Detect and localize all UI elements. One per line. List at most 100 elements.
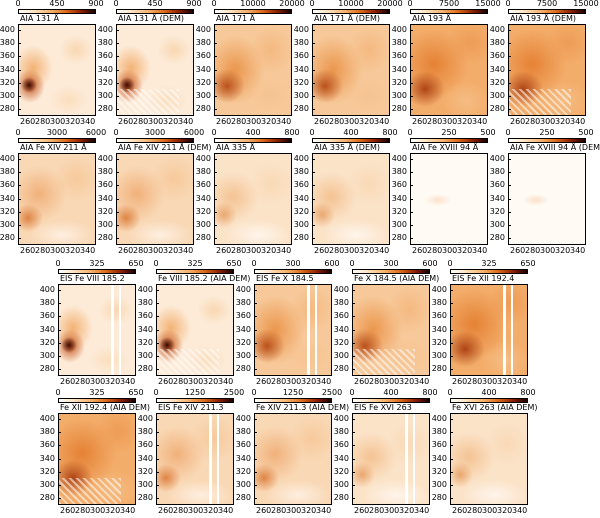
colorbar-tick-label: 3000 [144, 128, 166, 137]
y-tick-mark [352, 290, 355, 291]
x-tick-label: 280 [133, 117, 149, 126]
y-tick-mark [58, 290, 61, 291]
y-tick-label: 320 [293, 77, 309, 87]
x-tick-label: 260 [412, 117, 428, 126]
emission-blob [347, 162, 389, 206]
colorbar-tick-labels: 0 325 650 [153, 259, 241, 268]
y-tick-label: 300 [489, 91, 505, 100]
emission-blob [127, 220, 193, 244]
emission-blob [313, 202, 335, 228]
x-tick-label: 280 [133, 246, 149, 255]
image-panel: 0 400 800 Fe XVI 263 (AIA DEM) 400 380 360 340 3… [432, 388, 538, 517]
x-tick-label: 340 [178, 246, 194, 255]
y-tick-mark [410, 211, 413, 213]
y-tick-label: 280 [137, 364, 153, 374]
y-tick-label: 280 [293, 233, 309, 243]
x-tick-label: 320 [203, 377, 219, 386]
emission-blob [49, 85, 89, 115]
x-tick-label: 280 [427, 246, 443, 255]
colorbar [254, 398, 332, 403]
y-tick-label: 380 [293, 38, 309, 48]
y-tick-label: 380 [235, 427, 251, 437]
y-tick-mark [312, 82, 315, 84]
y-tick-label: 340 [39, 324, 55, 334]
colorbar-tick-label: 650 [128, 259, 144, 268]
y-tick-mark [352, 419, 355, 420]
y-tick-label: 300 [293, 220, 309, 229]
colorbar-tick-label: 800 [520, 388, 536, 397]
emission-blob [99, 295, 133, 325]
colorbar-tick-label: 650 [128, 388, 144, 397]
y-tick-mark [116, 225, 119, 226]
x-tick-label: 260 [314, 117, 330, 126]
x-tick-label: 280 [467, 506, 483, 515]
y-tick-mark [214, 69, 217, 71]
colorbar-tick-labels: 0 250 500 [407, 128, 495, 137]
y-tick-mark [410, 96, 413, 97]
y-tick-mark [214, 185, 217, 187]
intensity-map [214, 24, 292, 116]
y-tick-label: 360 [431, 311, 447, 321]
colorbar-tick-label: 450 [147, 0, 163, 8]
y-tick-mark [156, 498, 159, 500]
image-panel: 0 7500 15000 AIA 193 Å 400 380 360 340 320 300 280… [392, 0, 501, 128]
y-tick-mark [116, 96, 119, 97]
y-tick-label: 400 [431, 414, 447, 423]
y-tick-label: 280 [391, 233, 407, 243]
y-tick-mark [18, 225, 21, 226]
colorbar-tick-label: 900 [88, 0, 104, 8]
emission-blob [447, 25, 487, 65]
colorbar-tick-labels: 0 325 650 [55, 388, 143, 397]
y-tick-label: 400 [39, 414, 55, 423]
y-tick-label: 360 [39, 311, 55, 321]
emission-blob [485, 422, 527, 466]
y-tick-label: 360 [489, 180, 505, 190]
emission-blob [347, 25, 389, 75]
x-tick-label: 340 [276, 117, 292, 126]
y-tick-mark [214, 238, 217, 240]
colorbar-tick-label: 0 [15, 0, 21, 8]
y-tick-mark [156, 329, 159, 331]
colorbar-tick-label: 325 [187, 259, 203, 268]
y-tick-mark [508, 82, 511, 84]
y-tick-label: 280 [137, 493, 153, 503]
y-tick-label: 280 [333, 493, 349, 503]
y-tick-mark [58, 342, 61, 344]
data-gap [307, 285, 310, 375]
emission-blob [323, 220, 389, 244]
intensity-map [508, 153, 586, 245]
emission-blob [59, 35, 93, 65]
colorbar-tick-label: 0 [505, 0, 511, 8]
y-tick-mark [18, 43, 21, 45]
colorbar-tick-label: 20000 [279, 0, 305, 8]
y-tick-mark [410, 56, 413, 58]
colorbar-tick-label: 0 [55, 388, 61, 397]
colorbar-tick-label: 2500 [223, 388, 245, 397]
data-gap [511, 285, 513, 375]
x-tick-label: 280 [35, 117, 51, 126]
emission-blob [289, 285, 331, 335]
y-tick-mark [312, 172, 315, 174]
x-tick-label: 300 [188, 377, 204, 386]
panel-label: AIA Fe XIV 211 Å (DEM) [118, 143, 212, 152]
y-tick-label: 340 [97, 193, 113, 203]
y-tick-mark [214, 30, 217, 31]
y-tick-label: 320 [195, 206, 211, 216]
x-tick-label: 280 [75, 506, 91, 515]
emission-blob [255, 329, 285, 363]
intensity-map [156, 413, 234, 505]
colorbar-tick-label: 325 [89, 388, 105, 397]
colorbar-tick-label: 6000 [183, 128, 205, 137]
y-tick-mark [214, 82, 217, 84]
x-tick-label: 340 [512, 506, 528, 515]
y-tick-mark [312, 198, 315, 200]
colorbar-tick-labels: 0 325 650 [447, 259, 535, 268]
x-tick-label: 260 [60, 506, 76, 515]
y-tick-mark [254, 342, 257, 344]
y-tick-label: 320 [293, 206, 309, 216]
data-gap [405, 414, 408, 504]
x-tick-label: 340 [276, 246, 292, 255]
y-tick-mark [312, 225, 315, 226]
intensity-map [156, 284, 234, 376]
x-tick-label: 300 [344, 246, 360, 255]
